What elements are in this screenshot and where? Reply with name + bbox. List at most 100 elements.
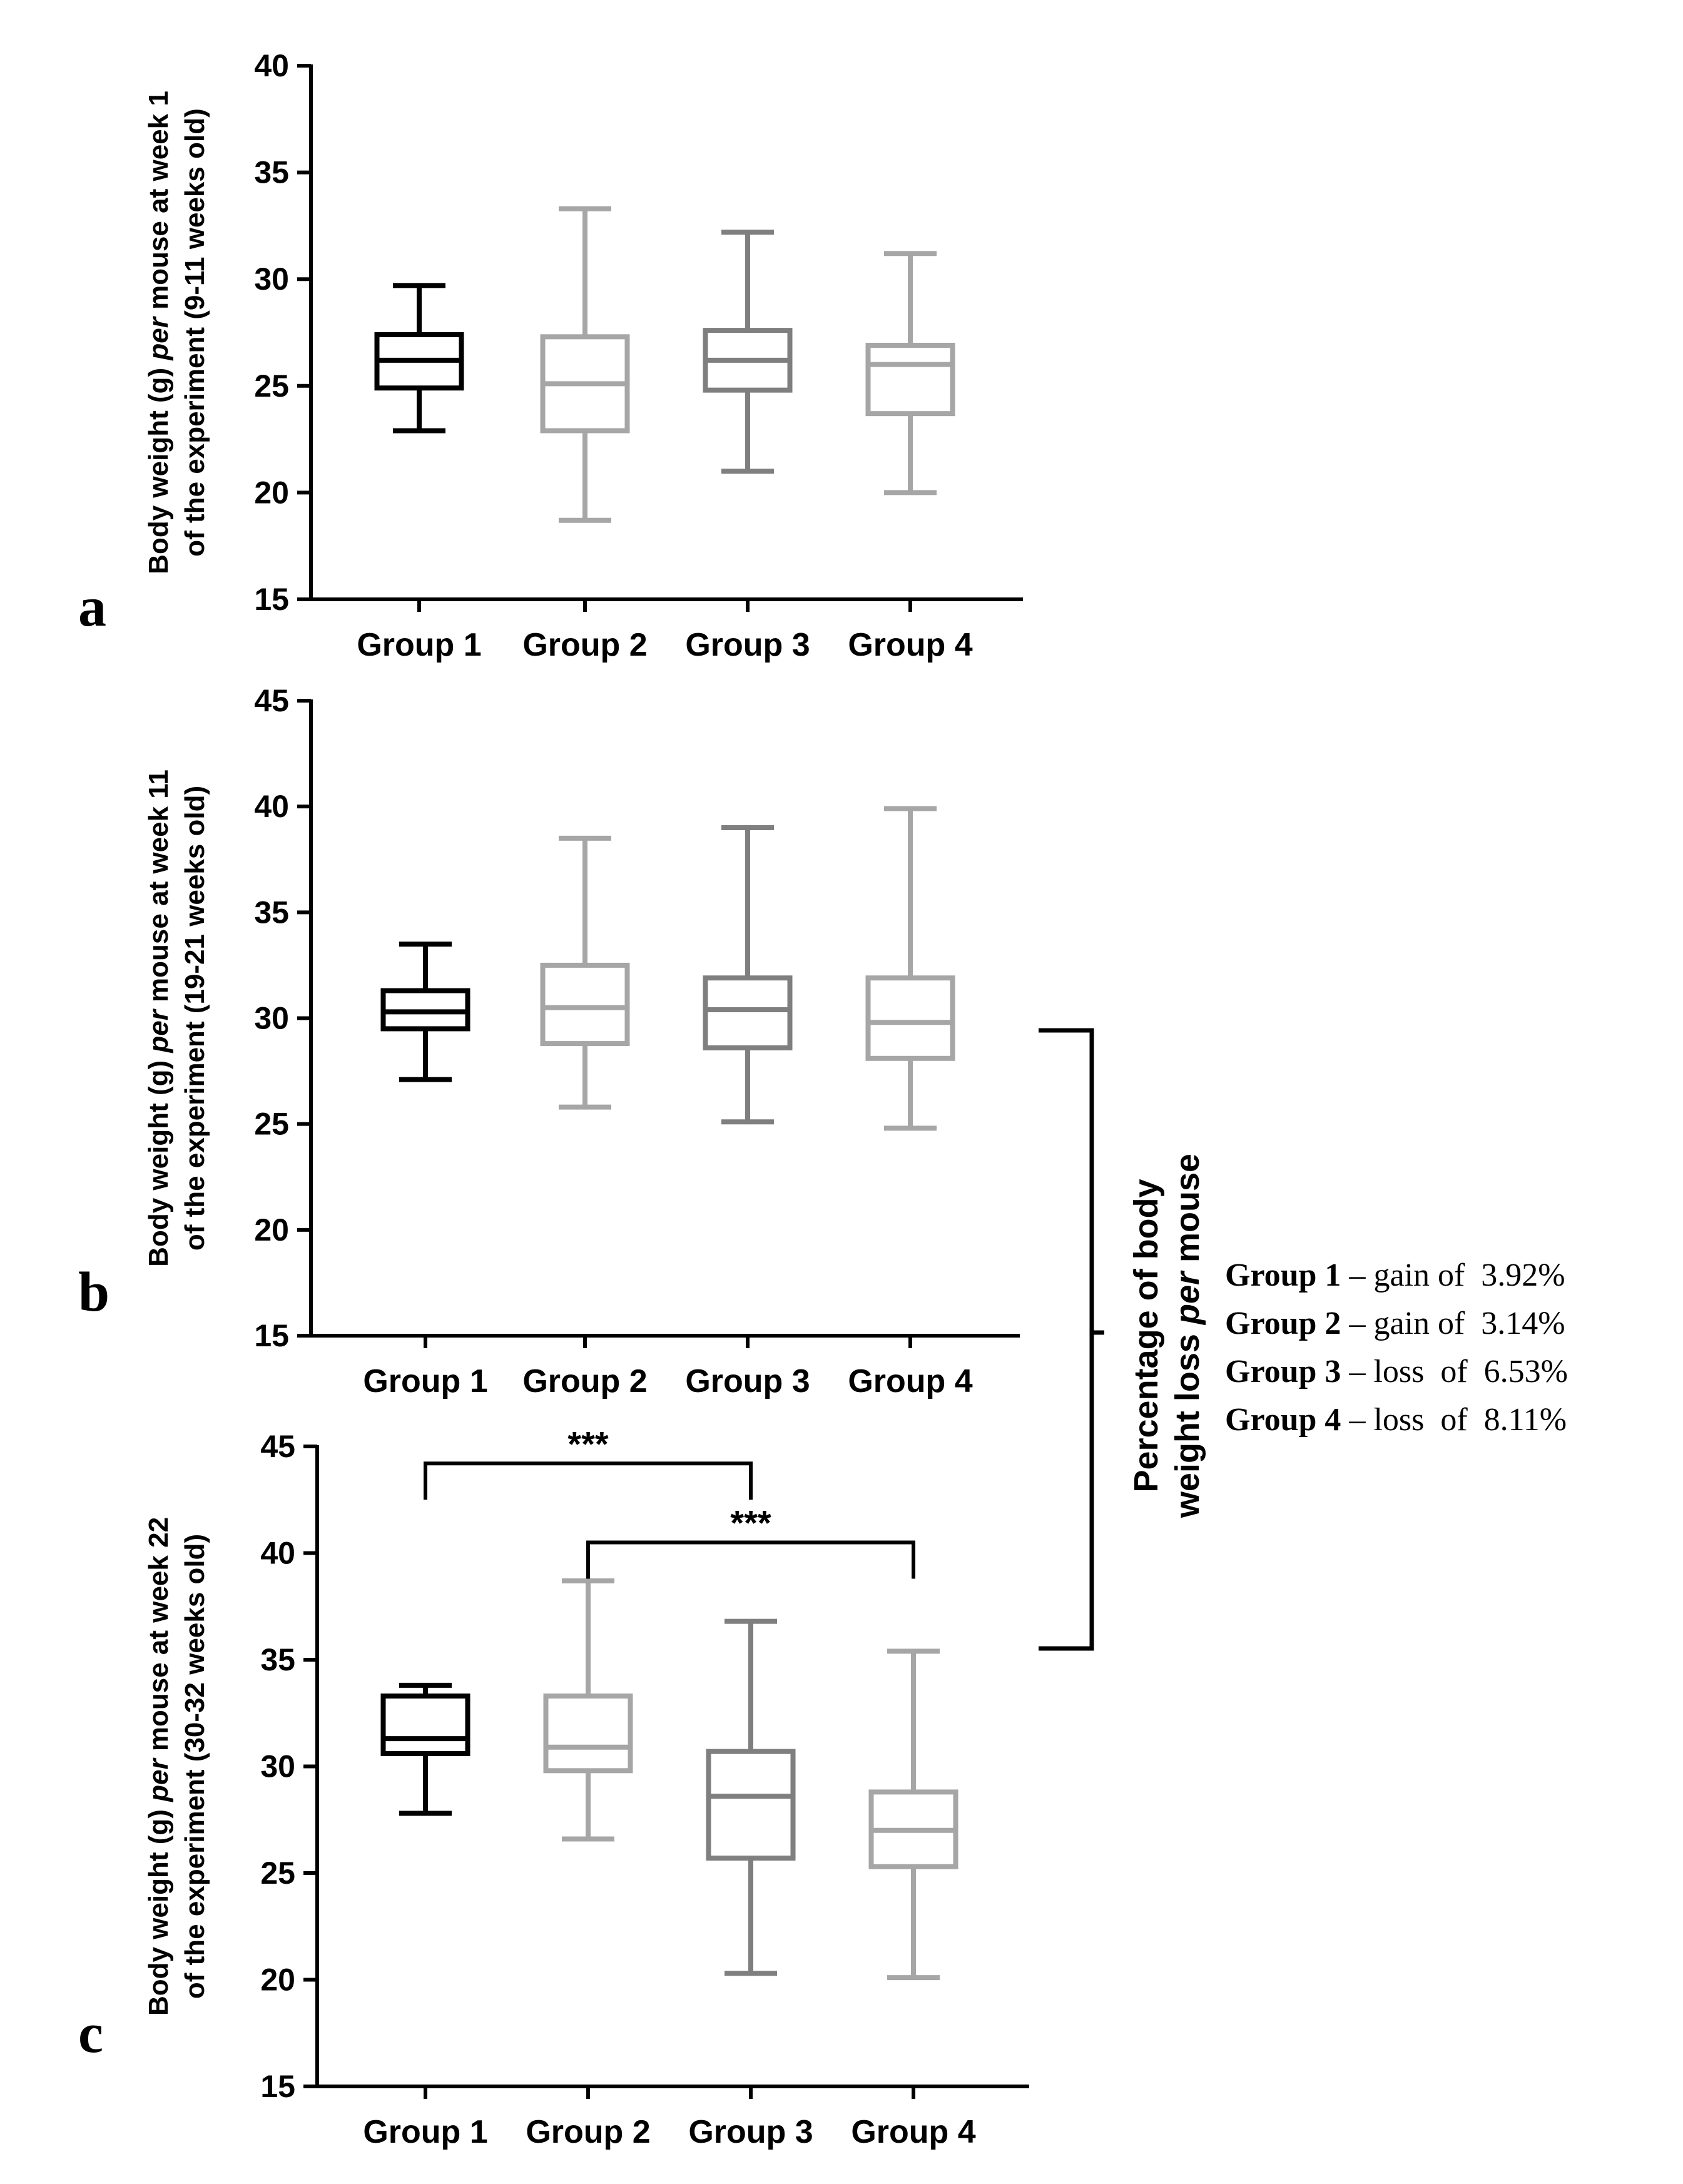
side-title-line2-b: mouse bbox=[1169, 1154, 1206, 1272]
note-group-2: Group 2 bbox=[1225, 1306, 1341, 1341]
y-tick-label: 15 bbox=[260, 2069, 295, 2104]
y-tick-label: 30 bbox=[254, 1001, 289, 1036]
side-title-line2-a: weight loss bbox=[1169, 1324, 1206, 1518]
y-axis-label-line2: of the experiment (19-21 weeks old) bbox=[180, 786, 210, 1251]
svg-text:Group 3 – loss of 6.53%: Group 3 – loss of 6.53% bbox=[1225, 1354, 1568, 1389]
y-tick-label: 20 bbox=[254, 1212, 289, 1247]
x-category-label: Group 1 bbox=[363, 2114, 487, 2150]
y-tick-label: 30 bbox=[260, 1749, 295, 1784]
note-text-1: – gain of 3.92% bbox=[1341, 1257, 1565, 1293]
x-category-label: Group 3 bbox=[685, 627, 810, 663]
box-4 bbox=[865, 251, 955, 495]
box-4 bbox=[868, 1648, 958, 1981]
y-tick-label: 40 bbox=[254, 48, 289, 83]
svg-text:weight loss per mouse: weight loss per mouse bbox=[1169, 1154, 1206, 1518]
y-tick-label: 35 bbox=[260, 1642, 295, 1677]
y-axis-label-part: Body weight (g) bbox=[143, 1053, 174, 1267]
x-category-label: Group 1 bbox=[363, 1363, 487, 1399]
box-1 bbox=[380, 942, 470, 1082]
box-2 bbox=[543, 1578, 633, 1842]
svg-text:Group 4 – loss of 8.11%: Group 4 – loss of 8.11% bbox=[1225, 1402, 1567, 1438]
y-tick-label: 15 bbox=[254, 582, 289, 617]
box-iqr bbox=[540, 962, 630, 1047]
y-tick-label: 25 bbox=[254, 368, 289, 404]
x-category-label: Group 3 bbox=[688, 2114, 813, 2150]
y-tick-label: 15 bbox=[254, 1318, 289, 1353]
panel-letter-a: a bbox=[78, 576, 106, 638]
panel-letter-b: b bbox=[78, 1261, 109, 1323]
significance-label: *** bbox=[567, 1424, 609, 1463]
y-tick-label: 20 bbox=[260, 1963, 295, 1998]
side-title-line2-italic: per bbox=[1169, 1270, 1206, 1326]
note-group-4: Group 4 bbox=[1225, 1402, 1341, 1438]
box-iqr bbox=[380, 1693, 470, 1757]
svg-text:Percentage of body: Percentage of body bbox=[1127, 1179, 1165, 1492]
box-2 bbox=[540, 206, 630, 523]
note-text-3: – loss of 6.53% bbox=[1341, 1354, 1568, 1389]
box-iqr bbox=[865, 975, 955, 1061]
y-tick-label: 25 bbox=[254, 1107, 289, 1142]
box-iqr bbox=[865, 342, 955, 417]
percentage-notes: Group 1 – gain of 3.92% Group 2 – gain o… bbox=[1225, 1257, 1568, 1438]
y-axis-label-part: mouse at week 11 bbox=[143, 769, 174, 1010]
box-1 bbox=[374, 283, 464, 434]
x-category-label: Group 2 bbox=[522, 627, 647, 663]
note-group-3: Group 3 bbox=[1225, 1354, 1341, 1389]
note-text-4: – loss of 8.11% bbox=[1341, 1402, 1567, 1438]
box-2 bbox=[540, 835, 630, 1110]
y-axis-label-part: mouse at week 1 bbox=[143, 91, 174, 317]
x-category-label: Group 2 bbox=[526, 2114, 650, 2150]
chart-panel-c: 15 20 25 30 35 40 45 Group 1 Group 2 Group 3 Group… bbox=[143, 1424, 1029, 2150]
y-tick-label: 45 bbox=[254, 683, 289, 718]
x-category-label: Group 1 bbox=[357, 627, 481, 663]
svg-text:Group 1 – gain of 3.92%: Group 1 – gain of 3.92% bbox=[1225, 1257, 1565, 1293]
y-axis-label: Body weight (g) per mouse at week 22 of t… bbox=[143, 1517, 210, 2016]
y-axis-label-italic: per bbox=[143, 1008, 174, 1053]
y-axis-label-part: Body weight (g) bbox=[143, 1802, 174, 2016]
x-category-label: Group 4 bbox=[848, 627, 972, 663]
box-1 bbox=[380, 1682, 470, 1816]
box-4 bbox=[865, 806, 955, 1131]
chart-panel-b: 15 20 25 30 35 40 45 Group 1 Group 2 Group 3 Group… bbox=[143, 683, 1020, 1399]
y-tick-label: 35 bbox=[254, 155, 289, 190]
box-iqr bbox=[543, 1693, 633, 1774]
note-group-1: Group 1 bbox=[1225, 1257, 1341, 1293]
note-text-2: – gain of 3.14% bbox=[1341, 1306, 1565, 1341]
y-tick-label: 35 bbox=[254, 895, 289, 930]
y-tick-label: 25 bbox=[260, 1856, 295, 1891]
y-axis-label-line1: Body weight (g) per mouse at week 11 bbox=[143, 769, 174, 1267]
y-tick-label: 40 bbox=[254, 789, 289, 824]
y-tick-label: 40 bbox=[260, 1536, 295, 1571]
side-title: Percentage of body weight loss per mouse bbox=[1127, 1154, 1206, 1518]
box-3 bbox=[706, 1618, 796, 1976]
svg-text:Group 2 – gain of 3.14%: Group 2 – gain of 3.14% bbox=[1225, 1306, 1565, 1341]
significance-bracket bbox=[586, 1540, 915, 1579]
y-axis-label-italic: per bbox=[143, 315, 174, 360]
x-category-label: Group 4 bbox=[848, 1363, 972, 1399]
box-3 bbox=[703, 825, 793, 1125]
x-category-label: Group 4 bbox=[851, 2114, 975, 2150]
side-title-line1: Percentage of body bbox=[1127, 1179, 1165, 1492]
y-axis-label-line1: Body weight (g) per mouse at week 22 bbox=[143, 1517, 174, 2016]
y-axis-label: Body weight (g) per mouse at week 11 of t… bbox=[143, 769, 210, 1267]
y-tick-label: 30 bbox=[254, 262, 289, 297]
y-axis-label: Body weight (g) per mouse at week 1 of th… bbox=[143, 91, 210, 574]
y-axis-label-part: mouse at week 22 bbox=[143, 1517, 174, 1759]
significance-bracket bbox=[424, 1461, 753, 1500]
significance-label: *** bbox=[730, 1503, 771, 1542]
side-bracket bbox=[1039, 1028, 1104, 1651]
y-axis-label-italic: per bbox=[143, 1757, 174, 1802]
y-axis-label-line2: of the experiment (30-32 weeks old) bbox=[180, 1534, 210, 1999]
y-axis-label-line1: Body weight (g) per mouse at week 1 bbox=[143, 91, 174, 574]
box-iqr bbox=[703, 975, 793, 1050]
panel-letter-c: c bbox=[78, 2003, 103, 2065]
box-iqr bbox=[706, 1749, 796, 1861]
y-axis-label-part: Body weight (g) bbox=[143, 360, 174, 574]
x-category-label: Group 2 bbox=[522, 1363, 647, 1399]
x-category-label: Group 3 bbox=[685, 1363, 810, 1399]
y-tick-label: 20 bbox=[254, 475, 289, 510]
chart-panel-a: 15 20 25 30 35 40 Group 1 Group 2 Group 3 Group 4… bbox=[143, 48, 1023, 663]
y-tick-label: 45 bbox=[260, 1429, 295, 1464]
box-3 bbox=[703, 230, 793, 474]
